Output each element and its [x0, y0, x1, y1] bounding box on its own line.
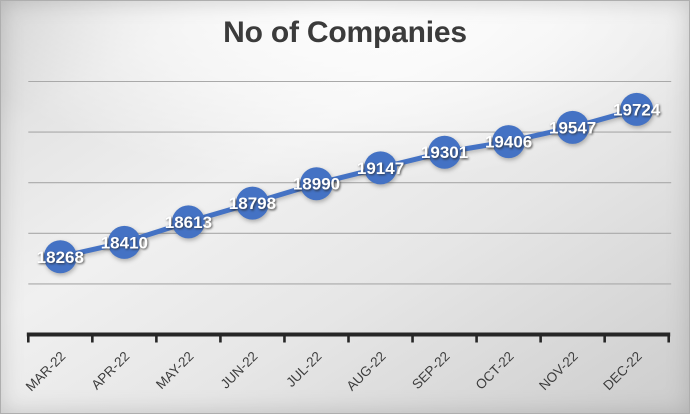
data-point-marker[interactable] — [43, 240, 77, 274]
chart-title: No of Companies — [223, 16, 467, 49]
x-axis-tick-label: NOV-22 — [536, 349, 581, 394]
x-axis-tick-label: MAR-22 — [23, 349, 69, 395]
data-point-label: 18613 — [165, 213, 212, 232]
data-point-label: 18798 — [229, 194, 276, 213]
x-axis-tick-label: OCT-22 — [473, 349, 517, 393]
data-point-marker[interactable] — [620, 92, 654, 126]
x-axis-tick-label: JUN-22 — [218, 349, 261, 392]
x-axis-tick-label: JUL-22 — [283, 349, 324, 390]
data-point-marker[interactable] — [235, 186, 269, 220]
data-point-label: 18990 — [293, 175, 340, 194]
data-point-label: 19147 — [357, 159, 404, 178]
x-axis-tick-label: DEC-22 — [600, 349, 645, 394]
data-point-label: 19406 — [485, 133, 532, 152]
data-point-marker[interactable] — [107, 225, 141, 259]
x-axis-tick-label: APR-22 — [88, 349, 132, 393]
data-point-label: 18410 — [101, 233, 148, 252]
data-point-label: 18268 — [37, 248, 84, 267]
data-point-marker[interactable] — [299, 167, 333, 201]
data-point-label: 19724 — [613, 100, 661, 119]
x-axis-tick-label: AUG-22 — [344, 349, 389, 394]
x-axis-tick-label: SEP-22 — [409, 349, 453, 393]
data-point-marker[interactable] — [492, 125, 526, 159]
data-point-label: 19301 — [421, 143, 468, 162]
data-point-marker[interactable] — [428, 135, 462, 169]
data-point-marker[interactable] — [556, 110, 590, 144]
series-line — [57, 106, 640, 260]
data-point-marker[interactable] — [171, 205, 205, 239]
data-point-marker[interactable] — [364, 151, 398, 185]
x-axis-tick-label: MAY-22 — [153, 349, 197, 393]
data-point-label: 19547 — [549, 118, 596, 137]
